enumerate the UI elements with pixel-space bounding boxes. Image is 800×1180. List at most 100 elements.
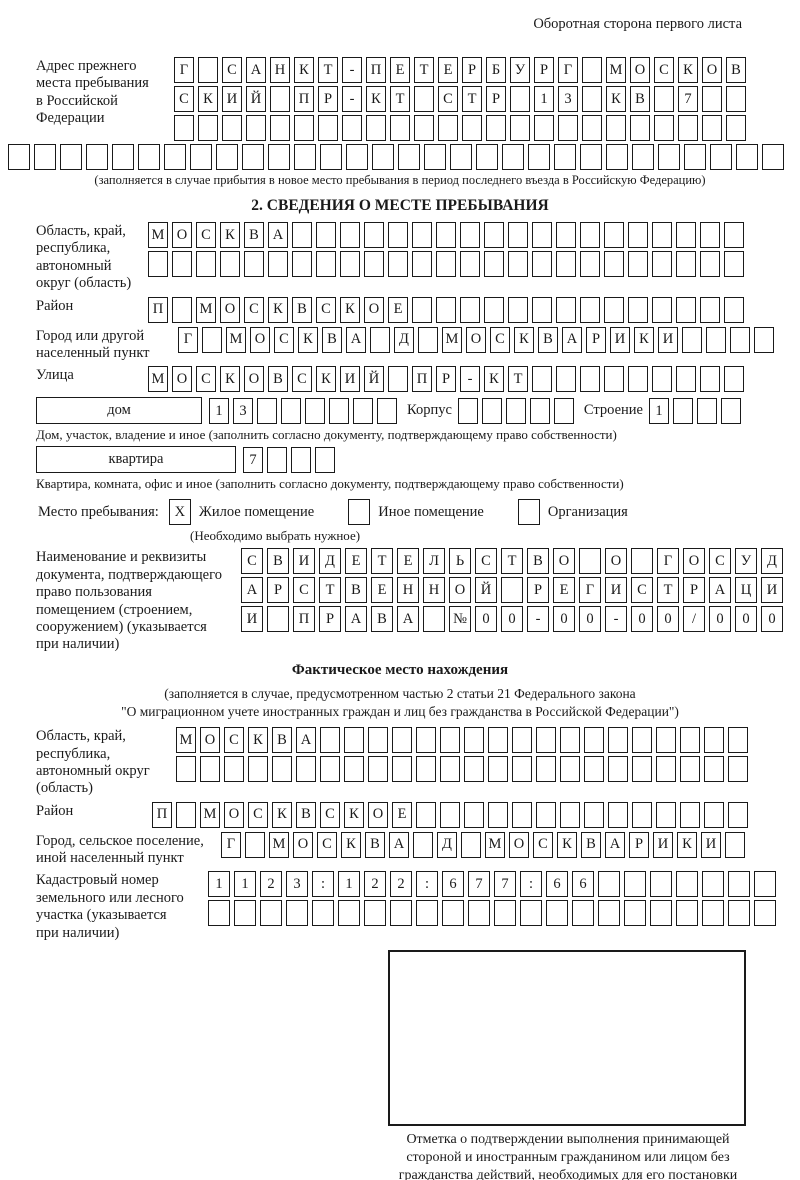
char-cell xyxy=(346,144,368,170)
char-cell xyxy=(628,366,648,393)
char-cell: Т xyxy=(462,86,482,112)
fact-oblast-field: Область, край, республика, автономный ок… xyxy=(36,727,800,798)
char-cell: О xyxy=(293,831,313,858)
char-cell: В xyxy=(272,727,292,754)
char-cell xyxy=(464,727,484,754)
char-cell: Б xyxy=(486,57,506,83)
char-cell: К xyxy=(316,366,336,393)
char-cell: Т xyxy=(414,57,434,83)
char-cell xyxy=(484,296,504,323)
mesto-label: Место пребывания: xyxy=(38,503,159,520)
char-cell: А xyxy=(397,606,419,633)
char-cell: Р xyxy=(486,86,506,112)
char-cell: И xyxy=(701,831,721,858)
char-cell: 7 xyxy=(678,86,698,112)
char-cell xyxy=(244,251,264,277)
char-cell: Г xyxy=(558,57,578,83)
char-cell xyxy=(366,115,386,141)
char-cell xyxy=(510,86,530,112)
char-cell xyxy=(220,251,240,277)
char-cell: М xyxy=(485,831,505,858)
char-cell xyxy=(412,296,432,323)
char-cell xyxy=(628,296,648,323)
char-cell: В xyxy=(538,326,558,353)
char-cell: Д xyxy=(761,548,783,575)
char-cell: И xyxy=(293,548,315,575)
char-cell xyxy=(534,115,554,141)
char-cell xyxy=(412,251,432,277)
char-cell xyxy=(257,397,277,424)
char-cell: К xyxy=(220,222,240,248)
char-cell: Н xyxy=(270,57,290,83)
char-cell: О xyxy=(630,57,650,83)
char-cell xyxy=(650,900,672,927)
char-cell: У xyxy=(510,57,530,83)
char-cell xyxy=(520,900,542,927)
char-cell: М xyxy=(442,326,462,353)
char-cell xyxy=(344,727,364,754)
char-cell xyxy=(604,251,624,277)
char-cell xyxy=(502,144,524,170)
char-cell xyxy=(292,222,312,248)
char-cell: А xyxy=(241,577,263,604)
char-cell xyxy=(423,606,445,633)
char-cell xyxy=(536,727,556,754)
char-cell: О xyxy=(368,801,388,828)
char-cell xyxy=(388,222,408,248)
char-cell xyxy=(267,446,287,473)
char-cell xyxy=(676,296,696,323)
char-cell: Н xyxy=(423,577,445,604)
fact-note-2: "О миграционном учете иностранных гражда… xyxy=(121,703,679,719)
char-cell xyxy=(316,251,336,277)
mesto-option-inoe: Иное помещение xyxy=(348,499,518,526)
char-cell xyxy=(388,251,408,277)
char-cell: 0 xyxy=(501,606,523,633)
char-cell: К xyxy=(272,801,292,828)
char-cell: К xyxy=(344,801,364,828)
char-cell xyxy=(678,115,698,141)
char-cell: О xyxy=(244,366,264,393)
char-cell: С xyxy=(222,57,242,83)
char-cell xyxy=(652,222,672,248)
char-cell xyxy=(762,144,784,170)
char-cell: Р xyxy=(586,326,606,353)
char-cell: П xyxy=(412,366,432,393)
char-cell: В xyxy=(371,606,393,633)
char-cell xyxy=(416,727,436,754)
char-cell: С xyxy=(196,222,216,248)
zhiloe-label: Жилое помещение xyxy=(198,503,315,520)
char-cell xyxy=(754,900,776,927)
document-field: Наименование и реквизиты документа, подт… xyxy=(36,548,800,653)
char-cell: С xyxy=(320,801,340,828)
char-cell xyxy=(224,756,244,783)
char-cell: : xyxy=(312,871,334,898)
char-cell xyxy=(728,900,750,927)
char-cell xyxy=(364,251,384,277)
char-cell xyxy=(604,296,624,323)
char-cell: 1 xyxy=(209,397,229,424)
char-cell xyxy=(460,251,480,277)
char-cell xyxy=(364,222,384,248)
char-cell xyxy=(281,397,301,424)
char-cell xyxy=(710,144,732,170)
prev-address-row-4 xyxy=(8,144,800,170)
char-cell xyxy=(315,446,335,473)
char-cell xyxy=(392,727,412,754)
char-cell xyxy=(390,115,410,141)
char-cell: Е xyxy=(390,57,410,83)
char-cell xyxy=(418,326,438,353)
oblast-row-2 xyxy=(148,251,744,277)
char-cell xyxy=(532,366,552,393)
char-cell: Т xyxy=(508,366,528,393)
char-cell: Р xyxy=(318,86,338,112)
char-cell xyxy=(582,86,602,112)
kadastr-row-2 xyxy=(208,900,776,927)
char-cell: А xyxy=(562,326,582,353)
char-cell: К xyxy=(557,831,577,858)
char-cell xyxy=(536,801,556,828)
korpus-cells xyxy=(457,397,574,424)
char-cell xyxy=(654,115,674,141)
